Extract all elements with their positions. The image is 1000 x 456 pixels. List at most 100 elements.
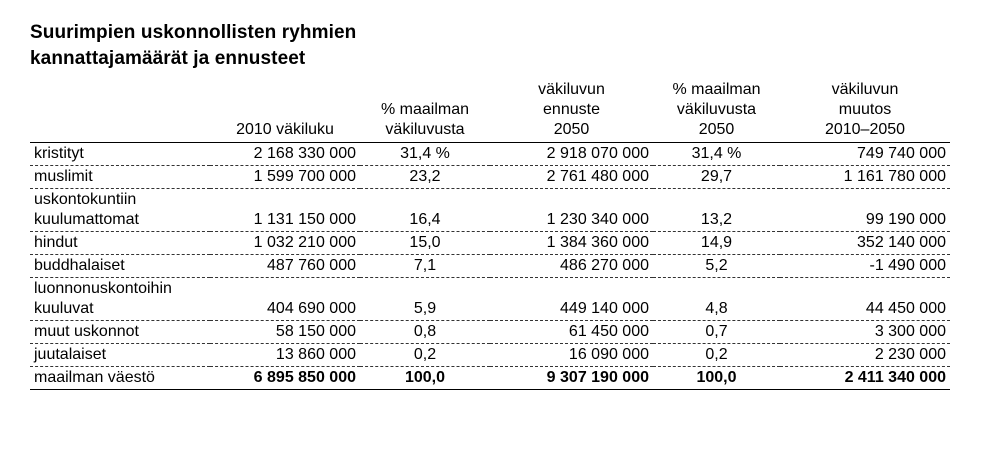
group-name-line: muut uskonnot xyxy=(34,323,139,340)
total-pct-2050-cell: 100,0 xyxy=(653,366,780,390)
pct-2050-cell: 31,4 % xyxy=(653,142,780,166)
change-cell: 2 230 000 xyxy=(780,343,950,367)
title-line-1: Suurimpien uskonnollisten ryhmien xyxy=(30,22,357,43)
header-pop2010-line xyxy=(210,100,360,120)
table-body: kristityt 2 168 330 000 31,4 % 2 918 070 00… xyxy=(30,142,950,390)
pct-2050-cell: 29,7 xyxy=(653,165,780,189)
pop-2010-cell: 487 760 000 xyxy=(210,254,360,278)
group-name-line: kuuluvat xyxy=(34,300,94,317)
table-row: uskontokuntiin kuulumattomat 1 131 150 000… xyxy=(30,188,950,232)
change-cell: 44 450 000 xyxy=(780,277,950,321)
religion-table: 2010 väkiluku % maailman väkiluvusta väkil… xyxy=(30,80,950,390)
pct-2050-cell: 0,7 xyxy=(653,320,780,344)
header-pct2050-line: väkiluvusta xyxy=(676,101,757,118)
pct-2010-cell: 5,9 xyxy=(360,277,490,321)
pop-2010-cell: 58 150 000 xyxy=(210,320,360,344)
header-pop2010-line xyxy=(210,80,360,100)
group-name-cell: muut uskonnot xyxy=(30,320,210,344)
header-change: väkiluvun muutos 2010–2050 xyxy=(780,80,950,143)
header-pct2050: % maailman väkiluvusta 2050 xyxy=(653,80,780,143)
total-pop-2010-cell: 6 895 850 000 xyxy=(210,366,360,390)
group-name-line: kuulumattomat xyxy=(34,211,139,228)
table-row: buddhalaiset 487 760 000 7,1 486 270 000 5,2… xyxy=(30,254,950,278)
group-name-cell: luonnonuskontoihin kuuluvat xyxy=(30,277,210,321)
group-name-line: uskontokuntiin xyxy=(34,191,137,208)
pct-2050-cell: 14,9 xyxy=(653,231,780,255)
pct-2010-cell: 16,4 xyxy=(360,188,490,232)
change-cell: 749 740 000 xyxy=(780,142,950,166)
header-group-line xyxy=(30,100,210,120)
title-line-2: kannattajamäärät ja ennusteet xyxy=(30,48,306,69)
pop-2010-cell: 2 168 330 000 xyxy=(210,142,360,166)
header-pct2050-line: 2050 xyxy=(698,121,735,138)
group-name-cell: buddhalaiset xyxy=(30,254,210,278)
pop-2050-cell: 449 140 000 xyxy=(490,277,653,321)
pop-2010-cell: 1 131 150 000 xyxy=(210,188,360,232)
change-cell: 352 140 000 xyxy=(780,231,950,255)
header-change-line: 2010–2050 xyxy=(824,121,906,138)
header-group xyxy=(30,80,210,143)
change-cell: 99 190 000 xyxy=(780,188,950,232)
pct-2050-cell: 4,8 xyxy=(653,277,780,321)
table-row: muut uskonnot 58 150 000 0,8 61 450 000 0,7 3… xyxy=(30,320,950,344)
header-pct2010: % maailman väkiluvusta xyxy=(360,80,490,143)
group-name-cell: kristityt xyxy=(30,142,210,166)
header-pop2010-line: 2010 väkiluku xyxy=(236,121,334,138)
change-cell: -1 490 000 xyxy=(780,254,950,278)
group-name-cell: juutalaiset xyxy=(30,343,210,367)
header-pct2050-line: % maailman xyxy=(672,81,761,98)
group-name-cell: hindut xyxy=(30,231,210,255)
pct-2010-cell: 0,8 xyxy=(360,320,490,344)
header-pct2010-line xyxy=(360,80,490,100)
table-row: hindut 1 032 210 000 15,0 1 384 360 000 14,9… xyxy=(30,231,950,255)
pct-2010-cell: 23,2 xyxy=(360,165,490,189)
pop-2050-cell: 1 384 360 000 xyxy=(490,231,653,255)
header-change-line: väkiluvun xyxy=(831,81,899,98)
group-name-line: kristityt xyxy=(34,145,84,162)
group-name-line: muslimit xyxy=(34,168,93,185)
pct-2010-cell: 31,4 % xyxy=(360,142,490,166)
pop-2050-cell: 61 450 000 xyxy=(490,320,653,344)
pct-2050-cell: 0,2 xyxy=(653,343,780,367)
header-pop2050-line: ennuste xyxy=(543,101,600,118)
total-pct-2010-cell: 100,0 xyxy=(360,366,490,390)
total-change-cell: 2 411 340 000 xyxy=(780,366,950,390)
table-row: juutalaiset 13 860 000 0,2 16 090 000 0,2 2 2… xyxy=(30,343,950,367)
header-group-line xyxy=(30,120,210,140)
header-change-line: muutos xyxy=(838,101,892,118)
header-pop2050-line: 2050 xyxy=(553,121,590,138)
page-title: Suurimpien uskonnollisten ryhmien kannat… xyxy=(30,20,356,72)
table-header-row: 2010 väkiluku % maailman väkiluvusta väkil… xyxy=(30,80,950,143)
header-pop2050: väkiluvun ennuste 2050 xyxy=(490,80,653,143)
pct-2010-cell: 15,0 xyxy=(360,231,490,255)
group-name-line: luonnonuskontoihin xyxy=(34,280,172,297)
pct-2050-cell: 5,2 xyxy=(653,254,780,278)
change-cell: 1 161 780 000 xyxy=(780,165,950,189)
pop-2050-cell: 1 230 340 000 xyxy=(490,188,653,232)
pop-2050-cell: 2 918 070 000 xyxy=(490,142,653,166)
group-name-line: hindut xyxy=(34,234,78,251)
header-pct2010-line: väkiluvusta xyxy=(385,121,465,138)
group-name-line: juutalaiset xyxy=(34,346,107,363)
pct-2010-cell: 7,1 xyxy=(360,254,490,278)
pct-2010-cell: 0,2 xyxy=(360,343,490,367)
pop-2010-cell: 404 690 000 xyxy=(210,277,360,321)
pop-2050-cell: 16 090 000 xyxy=(490,343,653,367)
group-name-cell: uskontokuntiin kuulumattomat xyxy=(30,188,210,232)
change-cell: 3 300 000 xyxy=(780,320,950,344)
total-pop-2050-cell: 9 307 190 000 xyxy=(490,366,653,390)
header-pop2050-line: väkiluvun xyxy=(538,81,605,98)
group-name-cell: muslimit xyxy=(30,165,210,189)
table-row: luonnonuskontoihin kuuluvat 404 690 000 5,9… xyxy=(30,277,950,321)
pop-2010-cell: 1 032 210 000 xyxy=(210,231,360,255)
header-pct2010-line: % maailman xyxy=(380,101,470,118)
table-row: kristityt 2 168 330 000 31,4 % 2 918 070 00… xyxy=(30,142,950,166)
pop-2010-cell: 13 860 000 xyxy=(210,343,360,367)
total-label: maailman väestö xyxy=(30,366,210,390)
pop-2050-cell: 2 761 480 000 xyxy=(490,165,653,189)
header-group-line xyxy=(30,80,210,100)
pop-2050-cell: 486 270 000 xyxy=(490,254,653,278)
total-row: maailman väestö 6 895 850 000 100,0 9 307 1… xyxy=(30,366,950,390)
pct-2050-cell: 13,2 xyxy=(653,188,780,232)
pop-2010-cell: 1 599 700 000 xyxy=(210,165,360,189)
